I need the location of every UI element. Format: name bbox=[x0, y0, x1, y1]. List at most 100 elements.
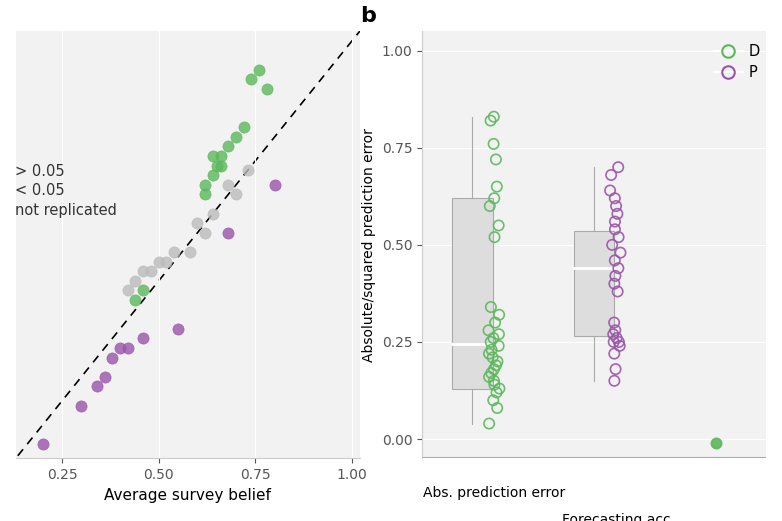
Point bbox=[37, 440, 49, 448]
X-axis label: Average survey belief: Average survey belief bbox=[104, 488, 271, 503]
Bar bbox=[574, 231, 615, 336]
Point bbox=[260, 85, 273, 93]
Point bbox=[484, 338, 497, 346]
Point bbox=[230, 190, 242, 199]
Point bbox=[246, 75, 258, 83]
Point bbox=[604, 187, 616, 195]
Point bbox=[488, 113, 500, 121]
Point bbox=[710, 439, 723, 447]
Point bbox=[488, 194, 500, 203]
Point bbox=[491, 404, 504, 412]
Point bbox=[607, 330, 619, 338]
Point bbox=[75, 402, 88, 410]
Point bbox=[482, 350, 495, 358]
Point bbox=[482, 373, 495, 381]
Point bbox=[612, 163, 625, 171]
Point bbox=[488, 233, 500, 241]
Point bbox=[238, 123, 250, 131]
Point bbox=[485, 303, 497, 311]
Point bbox=[222, 181, 235, 189]
Point bbox=[608, 194, 621, 203]
Bar bbox=[453, 199, 493, 389]
Point bbox=[493, 311, 505, 319]
Point bbox=[493, 342, 505, 350]
Point bbox=[612, 287, 624, 295]
Point bbox=[168, 248, 181, 256]
Y-axis label: Absolute/squared prediction error: Absolute/squared prediction error bbox=[362, 128, 376, 362]
Point bbox=[485, 369, 497, 377]
Point bbox=[106, 354, 119, 362]
Point bbox=[183, 248, 196, 256]
Point bbox=[490, 182, 503, 191]
Point bbox=[613, 342, 626, 350]
Point bbox=[490, 388, 503, 396]
Point bbox=[608, 280, 621, 288]
Point bbox=[113, 344, 126, 352]
Point bbox=[493, 221, 505, 230]
Point bbox=[191, 219, 203, 228]
Point bbox=[487, 334, 500, 342]
Point bbox=[608, 350, 621, 358]
Point bbox=[608, 338, 620, 346]
Point bbox=[609, 365, 622, 374]
Point bbox=[199, 229, 211, 237]
Point bbox=[486, 345, 498, 354]
Point bbox=[490, 155, 502, 164]
Point bbox=[137, 287, 149, 295]
Point bbox=[493, 384, 506, 393]
Point bbox=[222, 142, 235, 151]
Point bbox=[486, 353, 499, 362]
Point bbox=[488, 365, 500, 374]
Point bbox=[605, 171, 618, 179]
Point bbox=[482, 419, 495, 428]
Point bbox=[199, 181, 211, 189]
Point bbox=[611, 209, 623, 218]
Text: b: b bbox=[361, 6, 376, 26]
Point bbox=[145, 267, 157, 276]
Point bbox=[242, 166, 254, 175]
Text: Forecasting acc: Forecasting acc bbox=[561, 513, 670, 521]
Text: Abs. prediction error: Abs. prediction error bbox=[423, 486, 565, 500]
Point bbox=[608, 256, 621, 265]
Point bbox=[484, 116, 497, 125]
Point bbox=[489, 318, 501, 327]
Point bbox=[137, 267, 149, 276]
Point bbox=[608, 217, 621, 226]
Point bbox=[99, 373, 111, 381]
Point bbox=[121, 287, 134, 295]
Point bbox=[612, 264, 625, 272]
Point bbox=[488, 380, 500, 389]
Point bbox=[137, 334, 149, 343]
Point bbox=[206, 152, 219, 160]
Point bbox=[608, 318, 620, 327]
Point bbox=[608, 225, 621, 233]
Point bbox=[487, 396, 500, 404]
Point bbox=[210, 162, 223, 170]
Point bbox=[172, 325, 185, 333]
Point bbox=[609, 272, 622, 280]
Point bbox=[612, 233, 625, 241]
Point bbox=[611, 334, 623, 342]
Point bbox=[612, 338, 625, 346]
Point bbox=[488, 377, 500, 385]
Point bbox=[206, 209, 219, 218]
Point bbox=[206, 171, 219, 179]
Point bbox=[222, 229, 235, 237]
Point bbox=[608, 377, 621, 385]
Legend: > 0.05, < 0.05, not replicated: > 0.05, < 0.05, not replicated bbox=[9, 158, 123, 224]
Point bbox=[91, 382, 103, 391]
Point bbox=[609, 326, 622, 334]
Point bbox=[152, 257, 165, 266]
Point bbox=[121, 344, 134, 352]
Point bbox=[487, 140, 500, 148]
Point bbox=[214, 162, 227, 170]
Point bbox=[268, 181, 281, 189]
Point bbox=[493, 330, 505, 338]
Point bbox=[230, 133, 242, 141]
Point bbox=[129, 296, 142, 304]
Point bbox=[610, 202, 622, 210]
Legend: D, P: D, P bbox=[708, 39, 766, 86]
Point bbox=[483, 202, 496, 210]
Point bbox=[606, 241, 619, 249]
Point bbox=[129, 277, 142, 285]
